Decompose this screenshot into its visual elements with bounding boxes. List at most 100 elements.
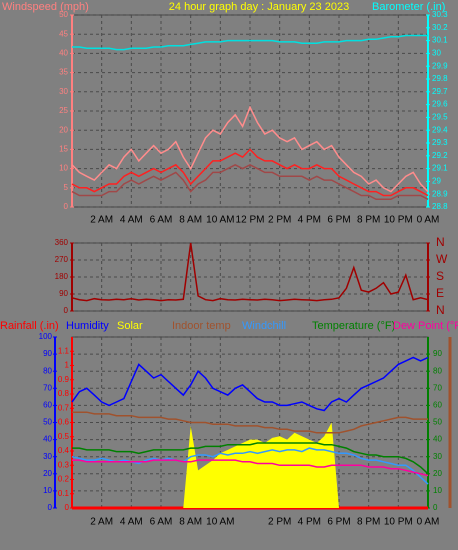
x-tick-label: 12 PM xyxy=(236,215,265,226)
y2-tick-label: 29.1 xyxy=(432,164,448,173)
legend-label: Humidity xyxy=(66,320,109,332)
y3-tick-label: 1.1 xyxy=(58,346,70,355)
y2-tick-label: 60 xyxy=(433,401,442,410)
y-tick-label: 25 xyxy=(59,106,68,115)
chart-title: 24 hour graph day : January 23 2023 xyxy=(169,1,349,13)
x-tick-label: 8 AM xyxy=(179,215,202,226)
y-tick-label: 20 xyxy=(59,125,68,134)
x-tick-label: 0 AM xyxy=(417,517,440,528)
y3-tick-label: 0.7 xyxy=(58,403,70,412)
y2-tick-label: 29.6 xyxy=(432,100,448,109)
y-tick-label: 0 xyxy=(64,306,69,315)
line xyxy=(71,105,429,193)
y-tick-label: 80 xyxy=(43,366,52,375)
y2-tick-label: 30 xyxy=(432,49,441,58)
y3-tick-label: 0.1 xyxy=(58,489,70,498)
line xyxy=(71,242,429,302)
y2-tick-label: 80 xyxy=(433,366,442,375)
y2-tick-label: 28.8 xyxy=(432,202,448,211)
x-tick-label: 2 PM xyxy=(268,215,291,226)
line xyxy=(71,148,429,197)
line xyxy=(72,411,428,434)
y2-tick-label: 70 xyxy=(433,383,442,392)
y-axis-label: Windspeed (mph) xyxy=(2,1,89,13)
legend-label: Indoor temp xyxy=(172,320,231,332)
x-tick-label: 2 AM xyxy=(90,517,113,528)
y2-tick-label: 29.7 xyxy=(432,87,448,96)
y-tick-label: 0 xyxy=(64,202,69,211)
y-tick-label: 50 xyxy=(43,418,52,427)
x-tick-label: 10 PM xyxy=(384,215,413,226)
y-tick-label: 15 xyxy=(59,145,68,154)
y3-tick-label: 0.6 xyxy=(58,418,70,427)
y3-tick-label: 0.2 xyxy=(58,475,70,484)
y-tick-label: 180 xyxy=(55,272,69,281)
x-tick-label: 2 AM xyxy=(90,215,113,226)
y-tick-label: 35 xyxy=(59,68,68,77)
y-tick-label: 50 xyxy=(59,10,68,19)
y-tick-label: 10 xyxy=(43,486,52,495)
y2-tick-label: S xyxy=(436,269,444,283)
y2-axis-label: Barometer (.in) xyxy=(372,1,445,13)
y3-tick-label: 0.8 xyxy=(58,389,70,398)
y2-tick-label: 28.9 xyxy=(432,189,448,198)
y-tick-label: 5 xyxy=(64,183,69,192)
y2-tick-label: 29.3 xyxy=(432,138,448,147)
y2-tick-label: E xyxy=(436,286,444,300)
y-tick-label: 20 xyxy=(43,469,52,478)
y2-tick-label: 29 xyxy=(432,177,441,186)
y2-tick-label: W xyxy=(436,252,448,266)
y3-tick-label: 0 xyxy=(65,503,70,512)
x-tick-label: 8 PM xyxy=(357,215,380,226)
line xyxy=(72,34,428,51)
y-tick-label: 90 xyxy=(59,289,68,298)
area xyxy=(72,422,428,508)
x-tick-label: 10 AM xyxy=(206,215,234,226)
y-tick-label: 40 xyxy=(59,49,68,58)
y-tick-label: 60 xyxy=(43,401,52,410)
y2-tick-label: 50 xyxy=(433,418,442,427)
y-tick-label: 270 xyxy=(55,255,69,264)
y2-tick-label: 29.9 xyxy=(432,61,448,70)
y3-tick-label: 1 xyxy=(65,361,70,370)
y-tick-label: 45 xyxy=(59,29,68,38)
y-tick-label: 30 xyxy=(59,87,68,96)
y2-tick-label: N xyxy=(436,303,445,317)
y2-tick-label: 30.2 xyxy=(432,23,448,32)
y3-tick-label: 0.9 xyxy=(58,375,70,384)
x-tick-label: 8 PM xyxy=(357,517,380,528)
x-tick-label: 4 PM xyxy=(298,517,321,528)
legend-label: Solar xyxy=(117,320,143,332)
y-tick-label: 360 xyxy=(55,238,69,247)
x-tick-label: 10 AM xyxy=(206,517,234,528)
y2-tick-label: 10 xyxy=(433,486,442,495)
x-tick-label: 4 PM xyxy=(298,215,321,226)
x-tick-label: 6 AM xyxy=(150,215,173,226)
x-tick-label: 6 AM xyxy=(150,517,173,528)
y2-tick-label: 29.2 xyxy=(432,151,448,160)
y2-tick-label: 90 xyxy=(433,349,442,358)
y-tick-label: 40 xyxy=(43,435,52,444)
x-tick-label: 8 AM xyxy=(179,517,202,528)
x-tick-label: 4 AM xyxy=(120,215,143,226)
y-tick-label: 90 xyxy=(43,349,52,358)
x-tick-label: 6 PM xyxy=(327,215,350,226)
y2-tick-label: 29.8 xyxy=(432,74,448,83)
y-tick-label: 0 xyxy=(48,503,53,512)
y-tick-label: 70 xyxy=(43,383,52,392)
y-tick-label: 100 xyxy=(39,332,53,341)
y3-tick-label: 0.4 xyxy=(58,446,70,455)
line xyxy=(72,442,429,475)
legend-label: Rainfall (.in) xyxy=(0,320,59,332)
y2-tick-label: 30.1 xyxy=(432,36,448,45)
y2-tick-label: N xyxy=(436,235,445,249)
y-tick-label: 30 xyxy=(43,452,52,461)
x-tick-label: 2 PM xyxy=(268,517,291,528)
x-tick-label: 4 AM xyxy=(120,517,143,528)
y3-tick-label: 0.3 xyxy=(58,460,70,469)
legend-label: Temperature (°F) xyxy=(312,320,395,332)
line xyxy=(71,356,429,412)
line xyxy=(71,163,429,201)
y2-tick-label: 40 xyxy=(433,435,442,444)
